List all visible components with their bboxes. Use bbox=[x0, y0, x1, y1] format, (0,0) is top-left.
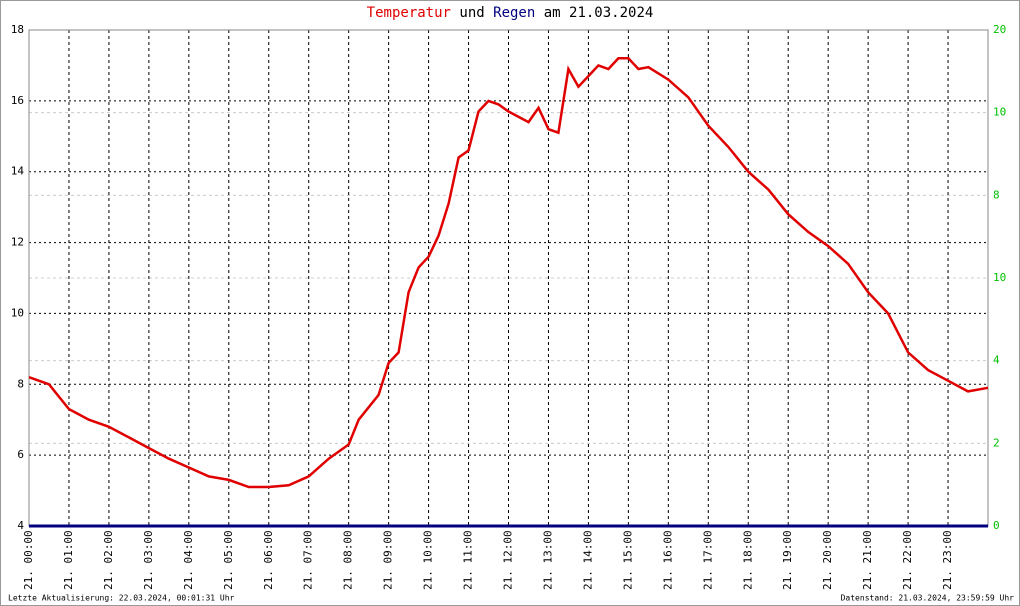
title-temp: Temperatur bbox=[367, 5, 451, 21]
x-tick-label: 21. 08:00 bbox=[342, 530, 355, 590]
y2-tick-label: 8 bbox=[993, 188, 1000, 201]
y-tick-label: 6 bbox=[17, 448, 24, 461]
footer-right: Datenstand: 21.03.2024, 23:59:59 Uhr bbox=[841, 594, 1015, 603]
x-tick-label: 21. 01:00 bbox=[62, 530, 75, 590]
y-tick-label: 10 bbox=[11, 306, 24, 319]
footer-left: Letzte Aktualisierung: 22.03.2024, 00:01… bbox=[8, 594, 235, 603]
title-date: am 21.03.2024 bbox=[544, 5, 654, 21]
x-tick-label: 21. 22:00 bbox=[901, 530, 914, 590]
y-tick-label: 4 bbox=[17, 519, 24, 532]
x-tick-label: 21. 18:00 bbox=[741, 530, 754, 590]
x-tick-label: 21. 09:00 bbox=[382, 530, 395, 590]
x-tick-label: 21. 07:00 bbox=[302, 530, 315, 590]
x-tick-label: 21. 14:00 bbox=[581, 530, 594, 590]
x-tick-label: 21. 19:00 bbox=[781, 530, 794, 590]
y2-tick-label: 20 bbox=[993, 23, 1006, 36]
x-tick-label: 21. 03:00 bbox=[142, 530, 155, 590]
x-tick-label: 21. 06:00 bbox=[262, 530, 275, 590]
y-tick-label: 8 bbox=[17, 377, 24, 390]
title-and: und bbox=[459, 5, 484, 21]
y-tick-label: 18 bbox=[11, 23, 24, 36]
title-rain: Regen bbox=[493, 5, 535, 21]
x-tick-label: 21. 10:00 bbox=[422, 530, 435, 590]
x-tick-label: 21. 23:00 bbox=[941, 530, 954, 590]
x-tick-label: 21. 15:00 bbox=[621, 530, 634, 590]
y2-tick-label: 10 bbox=[993, 106, 1006, 119]
y-tick-label: 12 bbox=[11, 236, 24, 249]
x-tick-label: 21. 00:00 bbox=[22, 530, 35, 590]
x-tick-label: 21. 16:00 bbox=[661, 530, 674, 590]
y-tick-label: 14 bbox=[11, 165, 25, 178]
y2-tick-label: 0 bbox=[993, 519, 1000, 532]
x-tick-label: 21. 11:00 bbox=[462, 530, 475, 590]
x-tick-label: 21. 05:00 bbox=[222, 530, 235, 590]
x-tick-label: 21. 12:00 bbox=[502, 530, 515, 590]
x-tick-label: 21. 13:00 bbox=[541, 530, 554, 590]
series-line bbox=[28, 57, 989, 489]
y2-tick-label: 10 bbox=[993, 271, 1006, 284]
y-tick-label: 16 bbox=[11, 94, 24, 107]
x-tick-label: 21. 04:00 bbox=[182, 530, 195, 590]
x-tick-label: 21. 21:00 bbox=[861, 530, 874, 590]
x-tick-label: 21. 17:00 bbox=[701, 530, 714, 590]
x-tick-label: 21. 20:00 bbox=[821, 530, 834, 590]
chart-title: Temperatur und Regen am 21.03.2024 bbox=[367, 5, 654, 21]
y2-tick-label: 4 bbox=[993, 354, 1000, 367]
y2-tick-label: 2 bbox=[993, 436, 1000, 449]
x-tick-label: 21. 02:00 bbox=[102, 530, 115, 590]
